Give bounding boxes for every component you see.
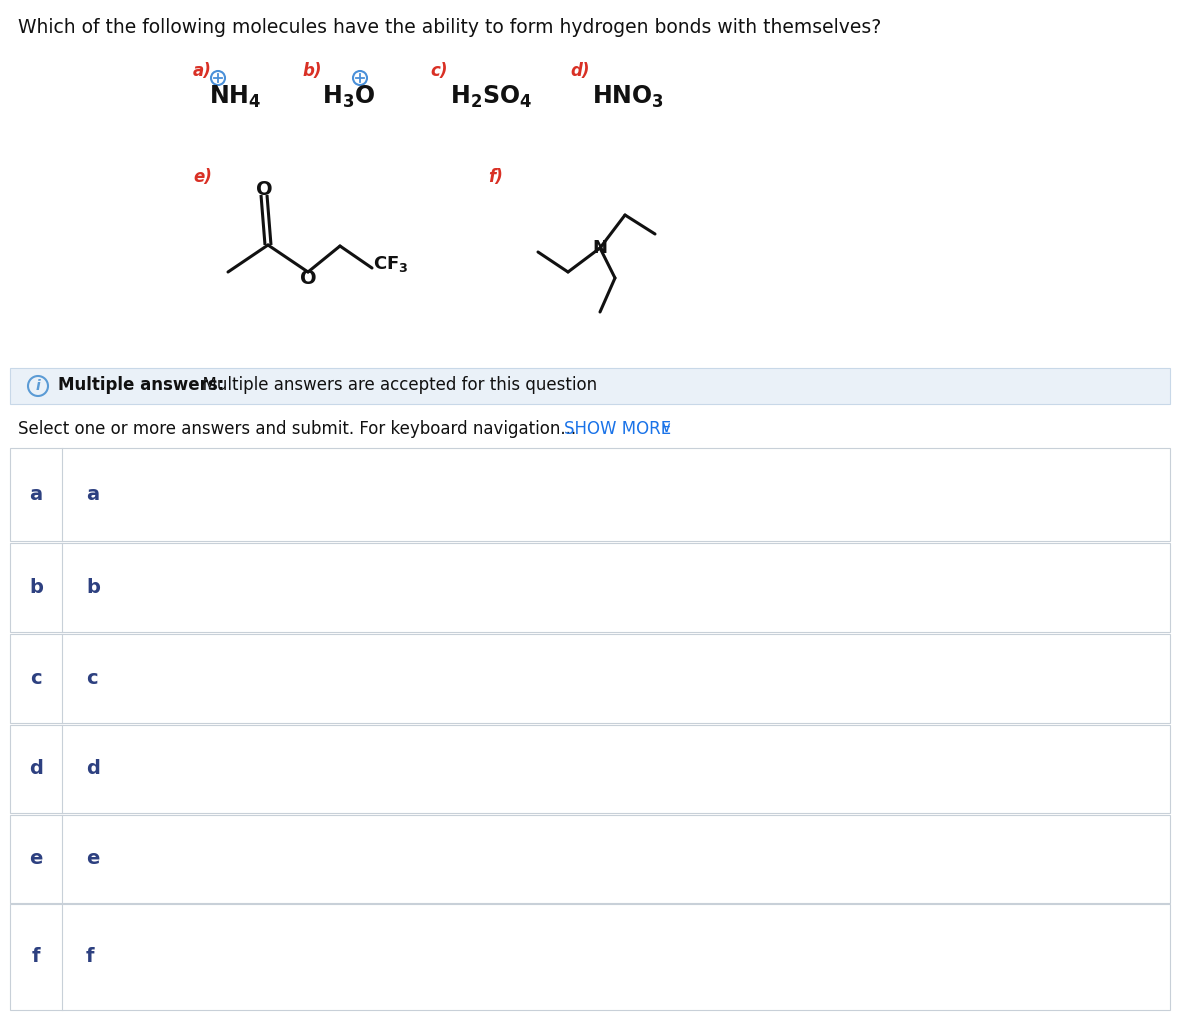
Bar	[9, 367, 1171, 404]
Text: d: d	[86, 759, 100, 779]
Text: $\mathregular{H_3O}$: $\mathregular{H_3O}$	[322, 84, 375, 110]
Text: a): a)	[194, 62, 212, 80]
Text: Multiple answers are accepted for this question: Multiple answers are accepted for this q…	[192, 376, 597, 394]
Bar	[9, 815, 1171, 903]
Text: Multiple answers:: Multiple answers:	[58, 376, 224, 394]
Bar	[9, 543, 1171, 632]
Text: c: c	[31, 669, 41, 688]
Text: b: b	[86, 578, 100, 597]
Text: f: f	[32, 948, 40, 966]
Text: a: a	[86, 485, 99, 504]
Bar	[9, 725, 1171, 813]
Bar	[9, 448, 1171, 541]
Text: Which of the following molecules have the ability to form hydrogen bonds with th: Which of the following molecules have th…	[18, 18, 881, 37]
Text: b: b	[30, 578, 42, 597]
Text: $\mathregular{HNO_3}$: $\mathregular{HNO_3}$	[592, 84, 664, 110]
Bar	[9, 904, 1171, 1010]
Text: e: e	[86, 849, 99, 868]
Text: O: O	[256, 179, 273, 199]
Text: f: f	[86, 948, 94, 966]
Text: e: e	[30, 849, 42, 868]
Text: $\mathregular{H_2SO_4}$: $\mathregular{H_2SO_4}$	[450, 84, 532, 110]
Text: ∨: ∨	[660, 420, 671, 435]
Text: d): d)	[570, 62, 590, 80]
Text: a: a	[30, 485, 42, 504]
Text: d: d	[30, 759, 42, 779]
Text: c): c)	[430, 62, 447, 80]
Text: N: N	[592, 239, 608, 257]
Text: e): e)	[194, 168, 212, 186]
Text: c: c	[86, 669, 98, 688]
Text: i: i	[35, 379, 40, 393]
Text: $\mathregular{NH_4}$: $\mathregular{NH_4}$	[209, 84, 262, 110]
Text: f): f)	[489, 168, 503, 186]
Text: O: O	[300, 269, 316, 287]
Text: Select one or more answers and submit. For keyboard navigation...: Select one or more answers and submit. F…	[18, 420, 576, 438]
Text: $\mathregular{CF_3}$: $\mathregular{CF_3}$	[373, 254, 408, 274]
Text: SHOW MORE: SHOW MORE	[564, 420, 671, 438]
Text: b): b)	[302, 62, 321, 80]
Bar	[9, 634, 1171, 723]
